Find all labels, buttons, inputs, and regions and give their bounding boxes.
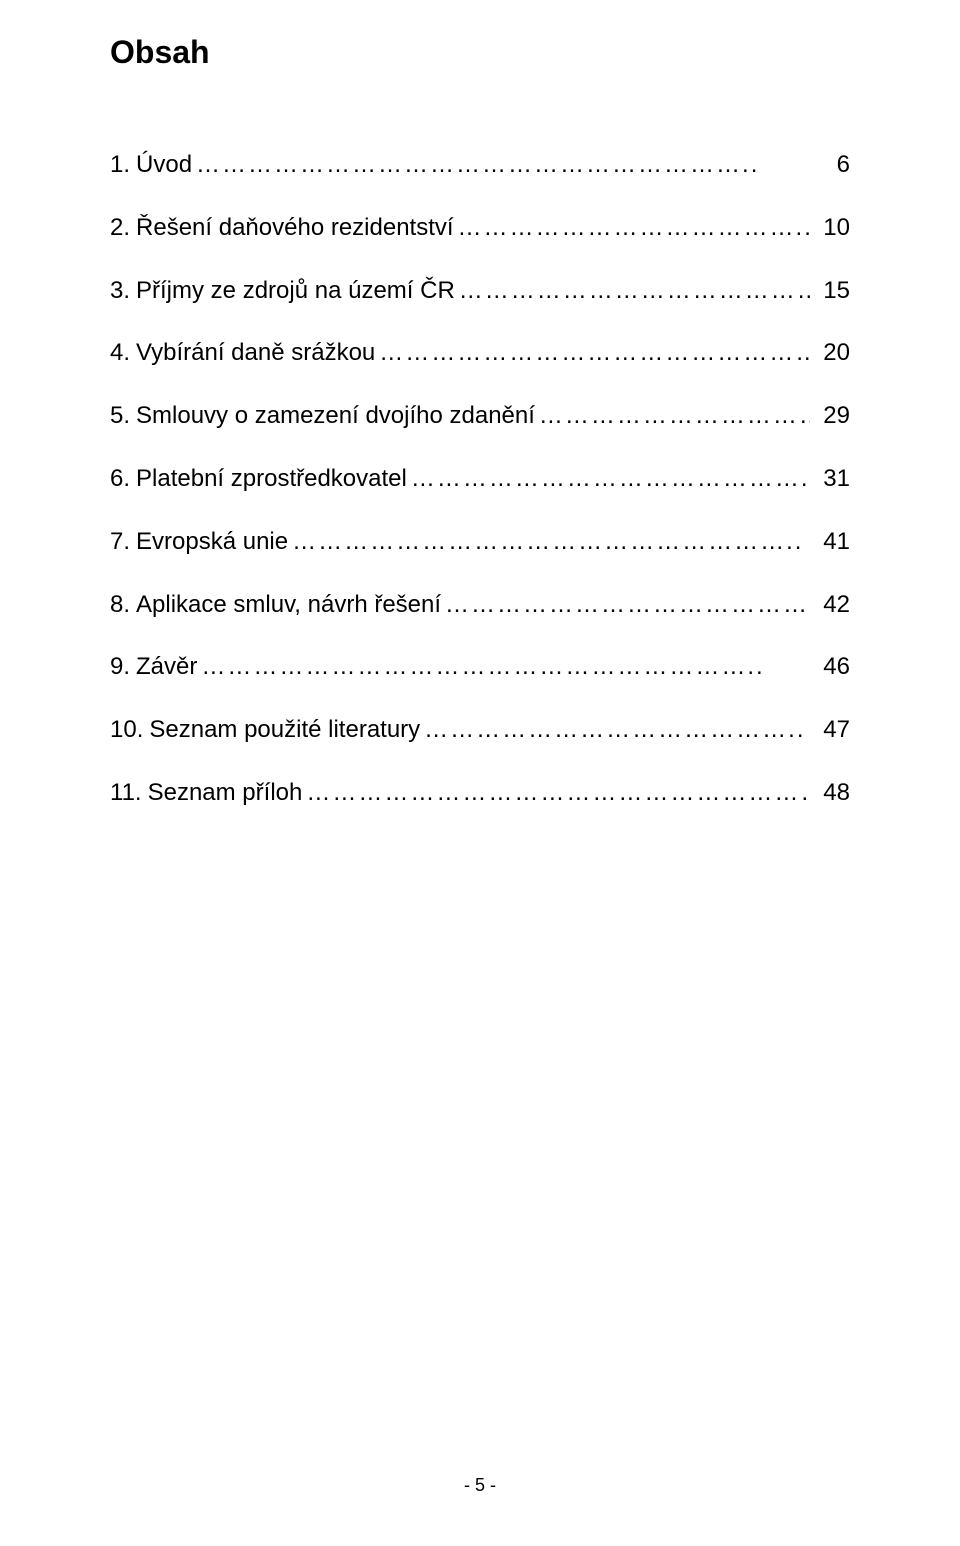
toc-entry-page: 41 (810, 528, 850, 557)
page-title: Obsah (110, 34, 850, 71)
toc-leader: ……………………………………………………. (302, 779, 810, 808)
toc-entry-page: 31 (810, 465, 850, 494)
toc-entry-page: 47 (810, 716, 850, 745)
toc-entry-title: Vybírání daně srážkou (136, 339, 375, 368)
toc-entry-title: Závěr (136, 653, 197, 682)
toc-entry-title: Úvod (136, 151, 192, 180)
toc-entry-title: Aplikace smluv, návrh řešení (136, 591, 441, 620)
toc-row: 10. Seznam použité literatury …………………………… (110, 716, 850, 745)
table-of-contents: 1. Úvod ……………………………………………………….. 6 2. Řeš… (110, 151, 850, 808)
toc-row: 11. Seznam příloh ……………………………………………………. … (110, 779, 850, 808)
toc-leader: …………………………….. (535, 402, 810, 431)
toc-entry-page: 29 (810, 402, 850, 431)
toc-entry-title: Řešení daňového rezidentství (136, 214, 454, 243)
toc-entry-number: 2. (110, 214, 130, 243)
toc-entry-title: Seznam příloh (148, 779, 303, 808)
toc-entry-page: 46 (810, 653, 850, 682)
toc-leader: ………………………………………………….. (288, 528, 810, 557)
toc-row: 4. Vybírání daně srážkou ………………………………………… (110, 339, 850, 368)
toc-row: 2. Řešení daňového rezidentství ……………………… (110, 214, 850, 243)
toc-row: 8. Aplikace smluv, návrh řešení ……………………… (110, 591, 850, 620)
toc-entry-number: 11. (110, 779, 142, 808)
toc-entry-number: 9. (110, 653, 130, 682)
toc-entry-page: 20 (810, 339, 850, 368)
toc-entry-title: Evropská unie (136, 528, 288, 557)
page-number-footer: - 5 - (0, 1475, 960, 1496)
toc-entry-title: Příjmy ze zdrojů na území ČR (136, 277, 455, 306)
toc-entry-number: 3. (110, 277, 130, 306)
toc-leader: ………………………………………………. (375, 339, 810, 368)
toc-entry-number: 1. (110, 151, 130, 180)
toc-row: 5. Smlouvy o zamezení dvojího zdanění ……… (110, 402, 850, 431)
toc-entry-page: 48 (810, 779, 850, 808)
toc-entry-page: 42 (810, 591, 850, 620)
toc-entry-number: 6. (110, 465, 130, 494)
toc-leader: ……………………………………………………….. (192, 151, 810, 180)
toc-row: 9. Závěr ……………………………………………………….. 46 (110, 653, 850, 682)
toc-row: 3. Příjmy ze zdrojů na území ČR ……………………… (110, 277, 850, 306)
toc-entry-number: 7. (110, 528, 130, 557)
toc-row: 7. Evropská unie ………………………………………………….. 4… (110, 528, 850, 557)
toc-leader: …………………………………... (454, 214, 810, 243)
toc-leader: ……………………………………... (455, 277, 810, 306)
toc-entry-title: Platební zprostředkovatel (136, 465, 407, 494)
toc-entry-number: 8. (110, 591, 130, 620)
toc-leader: ……………………………………………………….. (197, 653, 810, 682)
toc-entry-title: Smlouvy o zamezení dvojího zdanění (136, 402, 535, 431)
toc-entry-number: 4. (110, 339, 130, 368)
toc-leader: …………………………………… (441, 591, 810, 620)
toc-leader: ………………………………………. (407, 465, 810, 494)
toc-row: 6. Platební zprostředkovatel ……………………………… (110, 465, 850, 494)
page: Obsah 1. Úvod ……………………………………………………….. 6 … (0, 0, 960, 1546)
toc-entry-page: 10 (810, 214, 850, 243)
toc-entry-number: 10. (110, 716, 143, 745)
toc-row: 1. Úvod ……………………………………………………….. 6 (110, 151, 850, 180)
toc-leader: …………………………………….. (420, 716, 810, 745)
toc-entry-page: 15 (810, 277, 850, 306)
toc-entry-number: 5. (110, 402, 130, 431)
toc-entry-title: Seznam použité literatury (149, 716, 420, 745)
toc-entry-page: 6 (810, 151, 850, 180)
